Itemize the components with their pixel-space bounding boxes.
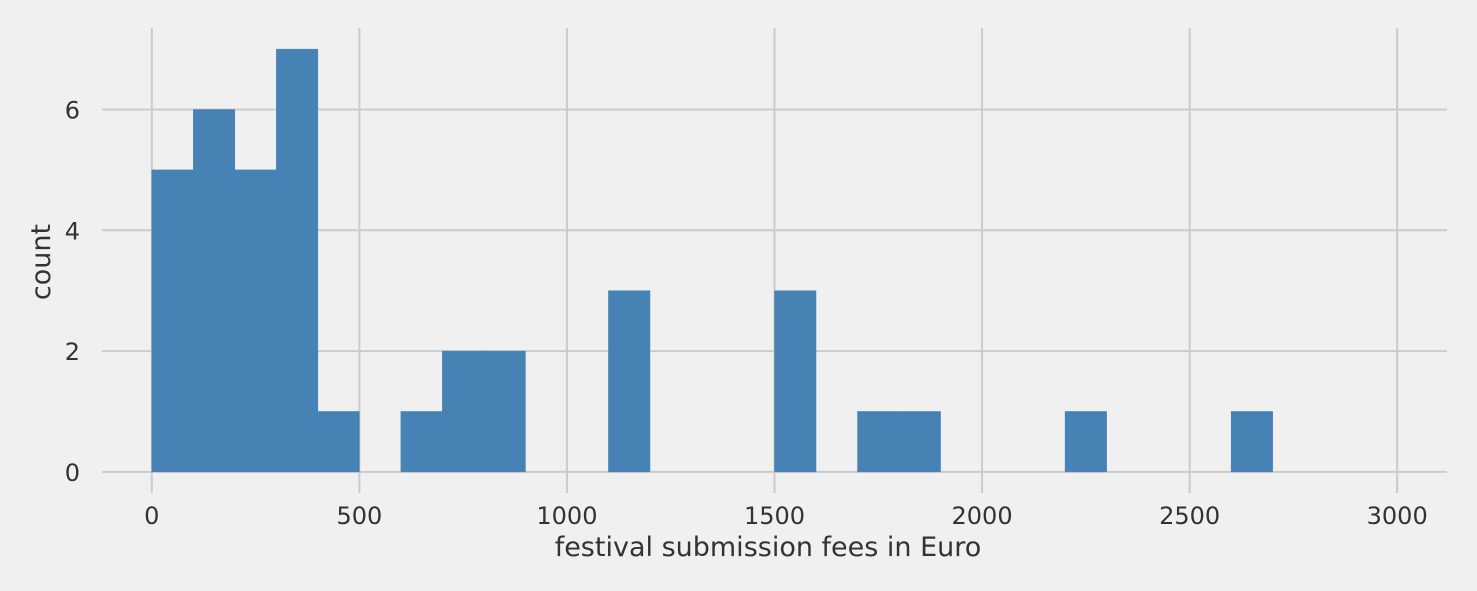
histogram-bar-1500-1600	[774, 290, 817, 473]
histogram-bar-1700-1800	[857, 411, 900, 473]
histogram-bar-1100-1200	[608, 290, 651, 473]
x-tick-1500: 1500	[744, 502, 805, 530]
histogram-bar-2200-2300	[1064, 411, 1107, 473]
histogram-bars	[151, 48, 1273, 473]
histogram-bar-300-400	[276, 48, 319, 473]
x-tick-500: 500	[336, 502, 382, 530]
y-tick-6: 6	[65, 97, 80, 125]
x-tick-3000: 3000	[1367, 502, 1428, 530]
y-tick-4: 4	[65, 217, 80, 245]
y-tick-0: 0	[65, 459, 80, 487]
histogram-bar-0-100	[151, 169, 194, 473]
y-axis-label: count	[26, 224, 57, 300]
histogram-bar-2600-2700	[1230, 411, 1273, 473]
vertical-gridlines	[150, 28, 1399, 493]
histogram-bar-400-500	[317, 411, 360, 473]
y-tick-labels: 0 2 4 6	[65, 97, 80, 487]
histogram-bar-800-900	[483, 350, 526, 473]
histogram-bar-200-300	[234, 169, 277, 473]
histogram-bar-1800-1900	[898, 411, 941, 473]
x-tick-1000: 1000	[536, 502, 597, 530]
x-tick-2000: 2000	[952, 502, 1013, 530]
histogram-bar-700-800	[442, 350, 485, 473]
y-tick-2: 2	[65, 338, 80, 366]
x-tick-2500: 2500	[1159, 502, 1220, 530]
x-tick-labels: 0 500 1000 1500 2000 2500 3000	[144, 502, 1428, 530]
x-tick-0: 0	[144, 502, 159, 530]
histogram-bar-100-200	[193, 109, 236, 473]
x-axis-label: festival submission fees in Euro	[555, 532, 982, 563]
histogram-bar-600-700	[400, 411, 443, 473]
